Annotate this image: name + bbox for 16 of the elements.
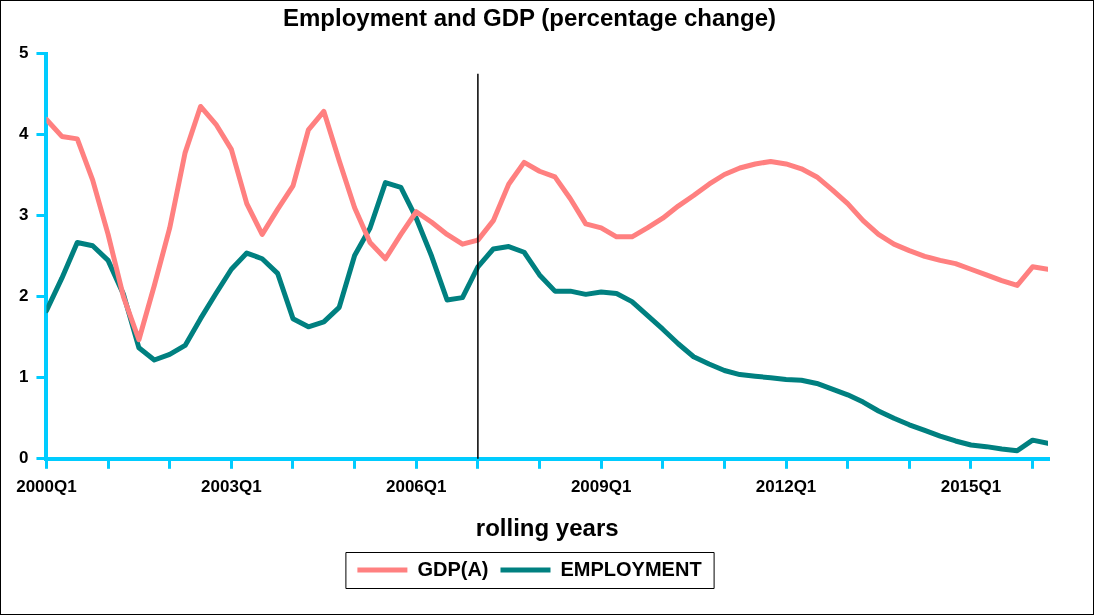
x-tick-label: 2009Q1	[570, 476, 632, 496]
y-tick-label: 2	[18, 286, 29, 306]
y-tick-label: 4	[18, 124, 29, 144]
y-tick-label: 0	[18, 448, 29, 468]
legend-label: GDP(A)	[417, 557, 489, 580]
x-tick-label: 2015Q1	[940, 476, 1002, 496]
x-tick-label: 2000Q1	[16, 476, 77, 496]
x-tick-label: 2003Q1	[201, 476, 262, 496]
x-tick-label: 2012Q1	[755, 476, 817, 496]
y-tick-label: 1	[18, 367, 29, 387]
y-tick-label: 5	[18, 43, 29, 63]
y-tick-label: 3	[18, 205, 29, 225]
legend-label: EMPLOYMENT	[560, 557, 702, 580]
x-axis-title: rolling years	[475, 514, 619, 542]
x-tick-label: 2006Q1	[386, 476, 447, 496]
chart-title: Employment and GDP (percentage change)	[283, 4, 776, 32]
